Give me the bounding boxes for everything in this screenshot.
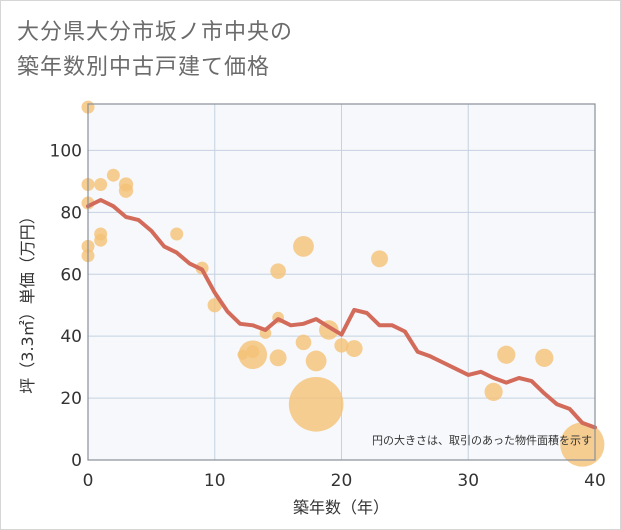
data-bubble [484,382,503,401]
data-bubble [207,298,222,313]
data-bubble [560,422,605,467]
y-tick-label: 0 [71,451,82,471]
chart-title: 大分県大分市坂ノ市中央の 築年数別中古戸建て価格 [17,15,293,85]
data-bubble [535,348,554,367]
data-bubble [305,350,327,372]
data-bubble [94,177,108,191]
x-tick-label: 10 [204,471,226,491]
y-tick-label: 60 [60,265,82,285]
plot-border [87,103,596,461]
x-axis-ticks: 0 10 20 30 40 [83,471,606,491]
data-bubble [345,340,363,358]
data-bubble [118,183,134,198]
data-bubble [269,349,287,367]
y-tick-label: 100 [50,141,82,161]
x-tick-label: 30 [457,471,479,491]
y-tick-label: 80 [60,203,82,223]
data-bubble [106,168,120,182]
data-bubble [293,236,314,257]
x-axis-label: 築年数（年） [293,498,389,517]
data-bubble [270,263,286,279]
x-tick-label: 20 [331,471,353,491]
x-tick-label: 40 [584,471,606,491]
data-bubble [246,345,260,359]
data-bubble [94,233,108,247]
data-bubble [497,345,516,364]
data-bubble [371,250,388,268]
y-axis-ticks: 0 20 40 60 80 100 [50,141,82,471]
bubbles [81,100,605,467]
data-bubble [237,349,248,360]
chart-title-line2: 築年数別中古戸建て価格 [17,55,271,80]
y-tick-label: 40 [60,327,82,347]
data-bubble [288,376,344,432]
data-bubble [295,334,312,351]
x-tick-label: 0 [83,471,94,491]
trend-line [86,198,597,430]
data-bubble [334,338,349,353]
y-tick-label: 20 [60,389,82,409]
data-bubble [170,227,184,241]
chart-title-line1: 大分県大分市坂ノ市中央の [17,20,294,45]
y-axis-label: 坪（3.3㎡）単価（万円） [18,208,37,393]
size-annotation: 円の大きさは、取引のあった物件面積を示す [372,433,592,447]
